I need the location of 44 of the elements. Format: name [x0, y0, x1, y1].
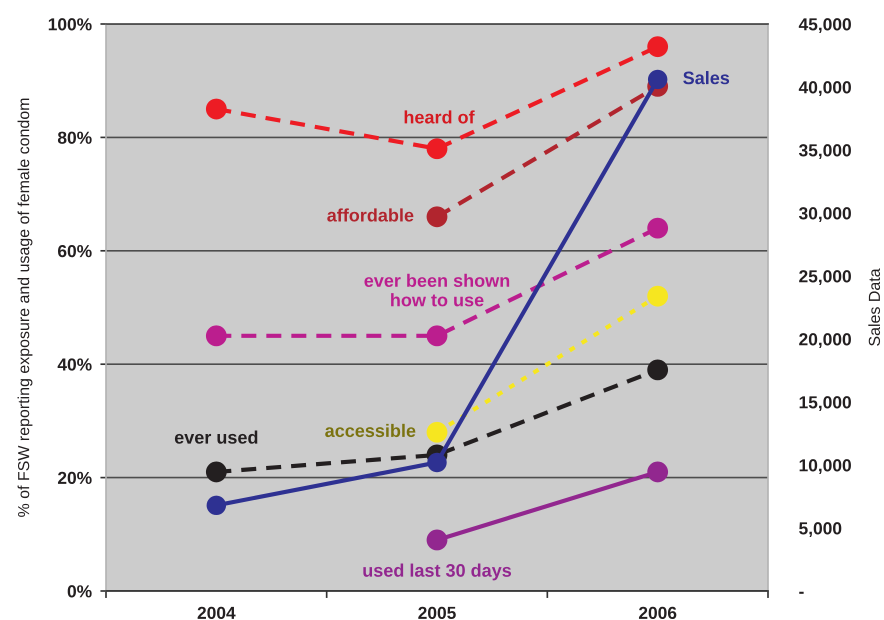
point [426, 206, 448, 228]
y2-tick-label: 40,000 [798, 81, 851, 96]
y2-tick-label: 45,000 [798, 18, 851, 33]
x-tick-label: 2004 [198, 606, 236, 620]
y2-tick-label: 5,000 [799, 522, 842, 537]
y-tick-label: 40% [58, 358, 92, 371]
y-axis-title: % of FSW reporting exposure and usage of female condom [18, 98, 32, 517]
point [206, 98, 227, 120]
y2-axis-title: Sales Data [868, 268, 880, 346]
y-tick-label: 100% [48, 18, 92, 30]
point [206, 325, 227, 346]
point [206, 496, 226, 516]
series-label: ever used [174, 430, 258, 444]
point [647, 462, 668, 482]
y2-tick-label: 30,000 [798, 207, 851, 222]
series-label: affordable [327, 208, 414, 222]
y2-tick-label: - [799, 592, 804, 594]
x-tick-label: 2006 [638, 606, 676, 620]
y2-tick-label: 20,000 [799, 333, 851, 348]
y-tick-label: 80% [58, 132, 92, 144]
point [647, 36, 668, 58]
point [426, 530, 448, 550]
y2-tick-label: 35,000 [798, 144, 851, 159]
point [206, 462, 227, 482]
series-label: used last 30 days [363, 564, 512, 580]
y2-tick-label: 10,000 [800, 459, 851, 474]
series-label: ever been shown how to use [364, 274, 510, 306]
series-label: heard of [404, 110, 475, 124]
point [647, 286, 668, 307]
point [426, 325, 448, 346]
point [648, 70, 668, 90]
y-tick-label: 60% [58, 244, 92, 258]
point [426, 138, 448, 160]
y2-tick-label: 25,000 [799, 270, 851, 285]
point [647, 218, 668, 239]
y-tick-label: 20% [58, 472, 92, 484]
y-tick-label: 0% [68, 585, 92, 598]
point [426, 422, 448, 443]
x-tick-label: 2005 [418, 606, 456, 620]
series-label: accessible [325, 424, 416, 438]
y2-tick-label: 15,000 [800, 396, 851, 411]
point [647, 359, 668, 380]
point [427, 452, 447, 472]
series-label: Sales [683, 71, 730, 84]
